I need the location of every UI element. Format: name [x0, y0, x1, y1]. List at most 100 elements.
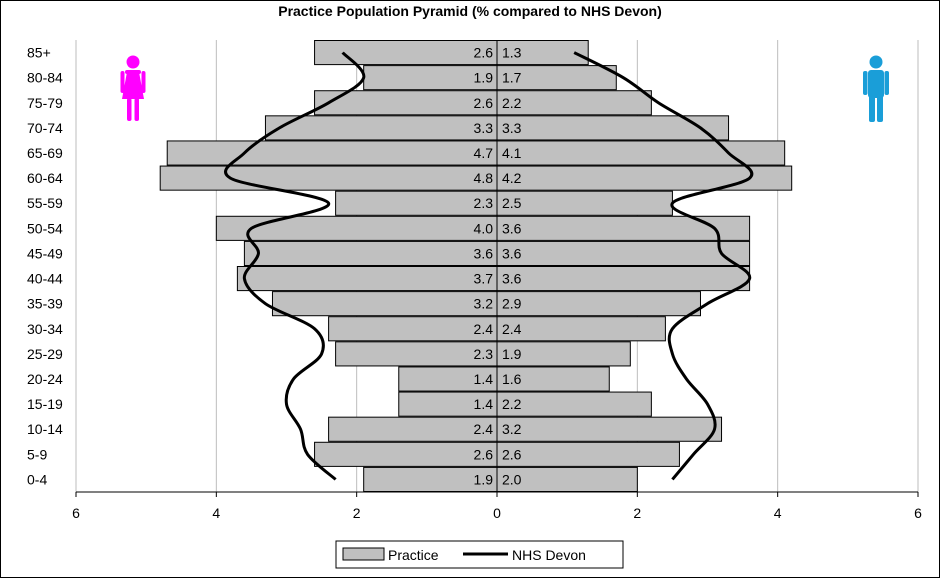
y-tick-label: 30-34	[27, 321, 63, 337]
data-label-male: 4.2	[502, 170, 522, 186]
y-tick-label: 85+	[27, 45, 51, 61]
x-tick-label: 0	[493, 505, 501, 521]
bar-male-70-74	[496, 115, 730, 141]
data-label-female: 2.4	[474, 421, 494, 437]
bar-male-40-44	[496, 266, 751, 292]
data-label-male: 2.9	[502, 296, 522, 312]
data-label-male: 1.7	[502, 70, 522, 86]
data-label-male: 2.2	[502, 396, 522, 412]
data-label-male: 1.9	[502, 346, 522, 362]
data-label-male: 3.3	[502, 120, 522, 136]
y-tick-label: 25-29	[27, 346, 63, 362]
bar-male-30-34	[496, 316, 666, 342]
data-label-male: 2.4	[502, 321, 522, 337]
data-label-male: 3.6	[502, 271, 522, 287]
x-tick-label: 6	[914, 505, 922, 521]
data-label-female: 2.6	[474, 95, 494, 111]
data-label-female: 2.3	[474, 195, 494, 211]
data-label-female: 4.7	[474, 145, 494, 161]
bar-female-45-49	[243, 240, 498, 266]
y-tick-label: 0-4	[27, 471, 47, 487]
y-tick-label: 45-49	[27, 245, 63, 261]
bar-male-35-39	[496, 291, 701, 317]
bar-female-10-14	[328, 416, 498, 442]
chart-title: Practice Population Pyramid (% compared …	[278, 3, 662, 19]
axes: 6 4 2 0 2 4 6 85+ 80-84 75-79 70-74 65-69 60-64 55-59…	[27, 40, 922, 521]
y-tick-label: 60-64	[27, 170, 63, 186]
grid-lines	[75, 40, 919, 492]
data-label-female: 4.8	[474, 170, 494, 186]
y-tick-label: 80-84	[27, 70, 63, 86]
bar-male-20-24	[496, 366, 610, 392]
x-tick-label: 4	[212, 505, 220, 521]
male-figure-icon	[863, 55, 889, 122]
data-label-female: 2.3	[474, 346, 494, 362]
y-tick-label: 15-19	[27, 396, 63, 412]
data-label-male: 2.6	[502, 446, 522, 462]
bar-female-60-64	[159, 165, 498, 191]
data-label-male: 2.5	[502, 195, 522, 211]
y-tick-label: 5-9	[27, 446, 47, 462]
bar-male-50-54	[496, 215, 751, 241]
bar-series	[159, 40, 793, 492]
data-label-male: 2.0	[502, 471, 522, 487]
legend: Practice NHS Devon	[335, 540, 624, 569]
bar-male-55-59	[496, 190, 673, 216]
data-label-female: 2.6	[474, 446, 494, 462]
female-figure-icon	[120, 55, 146, 121]
data-label-male: 3.6	[502, 220, 522, 236]
data-label-female: 1.9	[474, 70, 494, 86]
bar-female-30-34	[328, 316, 498, 342]
data-label-male: 1.6	[502, 371, 522, 387]
legend-swatch-practice	[342, 547, 385, 561]
bar-female-55-59	[335, 190, 498, 216]
y-tick-label: 65-69	[27, 145, 63, 161]
data-label-female: 1.9	[474, 471, 494, 487]
bar-male-80-84	[496, 65, 617, 91]
bar-male-45-49	[496, 240, 751, 266]
bar-female-85+	[314, 40, 498, 66]
data-label-female: 2.6	[474, 45, 494, 61]
x-tick-label: 6	[72, 505, 80, 521]
y-tick-label: 70-74	[27, 120, 63, 136]
x-tick-label: 2	[353, 505, 361, 521]
line-series	[223, 51, 754, 481]
nhs-devon-male-line	[573, 51, 754, 481]
data-label-female: 3.2	[474, 296, 494, 312]
bar-female-0-4	[363, 466, 498, 492]
data-label-male: 2.2	[502, 95, 522, 111]
legend-label-practice: Practice	[388, 547, 439, 563]
data-label-female: 3.7	[474, 271, 494, 287]
x-tick-label: 2	[633, 505, 641, 521]
bar-female-50-54	[215, 215, 498, 241]
data-label-female: 1.4	[474, 371, 494, 387]
y-tick-label: 35-39	[27, 296, 63, 312]
data-label-male: 3.6	[502, 245, 522, 261]
data-label-female: 2.4	[474, 321, 494, 337]
data-label-female: 3.3	[474, 120, 494, 136]
data-label-female: 3.6	[474, 245, 494, 261]
bar-male-75-79	[496, 90, 652, 116]
legend-item-nhs-devon: NHS Devon	[463, 547, 586, 563]
bar-female-65-69	[166, 140, 498, 166]
bar-female-40-44	[236, 266, 498, 292]
y-tick-label: 55-59	[27, 195, 63, 211]
data-labels: 2.6 1.3 1.9 1.7 2.6 2.2 3.3 3.3 4.7 4.1 4.8 4.2 2.3 2…	[474, 45, 522, 488]
y-tick-label: 10-14	[27, 421, 63, 437]
bar-male-10-14	[496, 416, 723, 442]
y-tick-label: 20-24	[27, 371, 63, 387]
y-tick-label: 50-54	[27, 220, 63, 236]
bar-male-5-9	[496, 441, 680, 467]
data-label-male: 4.1	[502, 145, 522, 161]
bar-female-80-84	[363, 65, 498, 91]
bar-female-5-9	[314, 441, 498, 467]
nhs-devon-female-line	[223, 51, 366, 481]
legend-item-practice: Practice	[342, 547, 439, 563]
bar-female-20-24	[398, 366, 498, 392]
data-label-female: 4.0	[474, 220, 494, 236]
bar-male-85+	[496, 40, 589, 66]
x-tick-label: 4	[774, 505, 782, 521]
bar-female-15-19	[398, 391, 498, 417]
data-label-male: 1.3	[502, 45, 522, 61]
